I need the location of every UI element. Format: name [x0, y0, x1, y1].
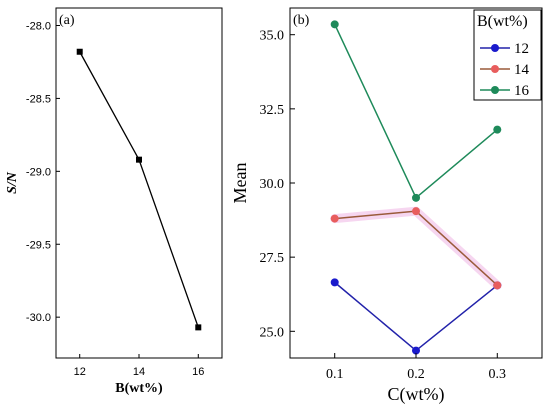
- series-highlight: [330, 206, 502, 290]
- y-tick-label: 25.0: [260, 325, 285, 340]
- data-point: [195, 324, 202, 331]
- panel-b-label: (b): [293, 13, 310, 28]
- panel-b-x-axis-label: C(wt%): [388, 384, 445, 405]
- x-tick-label: 0.1: [326, 367, 344, 382]
- legend-items: 12 14 16: [480, 41, 530, 99]
- x-tick-label: 12: [74, 366, 86, 378]
- legend-box: [473, 9, 542, 101]
- panel-b-highlight: [330, 206, 502, 290]
- legend-label: 14: [514, 62, 530, 78]
- panel-b-x-ticks: 0.1 0.2 0.3: [326, 353, 506, 382]
- data-point: [412, 346, 420, 355]
- data-point: [330, 20, 339, 29]
- panel-a-label: (a): [59, 13, 75, 28]
- panel-b: 25.027.530.032.535.0 0.1 0.2 0.3 (b) Mean …: [230, 7, 543, 405]
- series-line: [79, 51, 199, 328]
- panel-a-plot-frame: [55, 7, 223, 359]
- panel-b-legend: B(wt%) 12 14 16: [473, 9, 542, 101]
- data-point: [330, 278, 339, 287]
- data-point: [76, 48, 83, 55]
- y-tick-label: -29.0: [26, 166, 51, 178]
- panel-a-x-axis-label: B(wt%): [115, 381, 163, 396]
- legend-label: 16: [514, 83, 530, 99]
- y-tick-label: 30.0: [260, 177, 285, 192]
- panel-a-marks: [76, 48, 202, 331]
- legend-title: B(wt%): [477, 13, 528, 30]
- x-tick-label: 0.3: [489, 367, 507, 382]
- panel-b-y-axis-label: Mean: [230, 163, 250, 204]
- y-tick-label: -28.0: [26, 21, 51, 33]
- series-line: [334, 210, 498, 286]
- x-tick-label: 14: [133, 366, 145, 378]
- y-tick-label: -30.0: [26, 312, 51, 324]
- y-tick-label: 32.5: [260, 103, 285, 118]
- data-point: [412, 207, 420, 216]
- data-point: [330, 214, 339, 223]
- y-tick-label: -29.5: [26, 239, 51, 251]
- series-line: [334, 23, 498, 200]
- x-tick-label: 16: [192, 366, 204, 378]
- data-point: [412, 193, 420, 202]
- panel-b-y-ticks: 25.0 27.5 30.0 32.5 35.0: [260, 29, 295, 340]
- y-tick-label: -28.5: [26, 93, 51, 105]
- data-point: [493, 281, 502, 290]
- data-point: [136, 156, 142, 163]
- panel-a-y-axis-label: S/N: [5, 171, 20, 194]
- panel-b-marks: [330, 20, 502, 355]
- data-point: [493, 125, 502, 134]
- legend-marker: [491, 65, 499, 73]
- panel-a-x-ticks: 12 14 16: [74, 354, 204, 378]
- legend-marker: [491, 44, 499, 52]
- panel-a: -28.0 -28.5 -29.0 -29.5 -30.0 12 14 16 (a) S/N…: [5, 7, 223, 396]
- legend-label: 12: [514, 41, 529, 57]
- legend-marker: [491, 86, 499, 94]
- series-line: [334, 281, 498, 352]
- y-tick-label: 27.5: [260, 251, 285, 266]
- x-tick-label: 0.2: [407, 367, 425, 382]
- panel-a-y-ticks: -28.0 -28.5 -29.0 -29.5 -30.0: [26, 21, 60, 324]
- y-tick-label: 35.0: [260, 29, 285, 44]
